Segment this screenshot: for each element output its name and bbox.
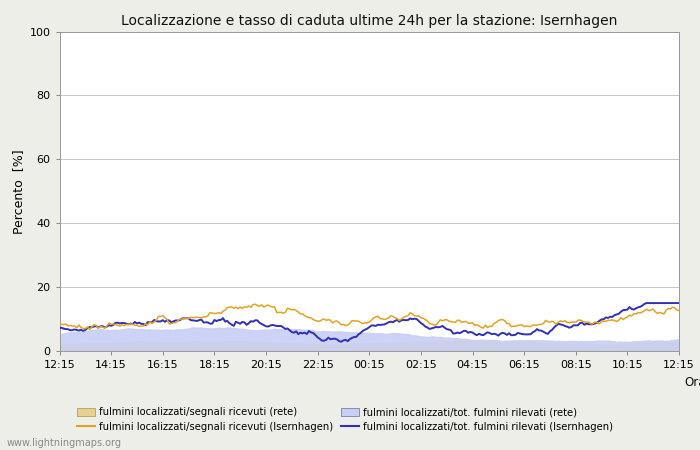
- Text: www.lightningmaps.org: www.lightningmaps.org: [7, 438, 122, 448]
- Title: Localizzazione e tasso di caduta ultime 24h per la stazione: Isernhagen: Localizzazione e tasso di caduta ultime …: [121, 14, 617, 27]
- Text: Orario: Orario: [685, 376, 700, 389]
- Legend: fulmini localizzati/segnali ricevuti (rete), fulmini localizzati/segnali ricevut: fulmini localizzati/segnali ricevuti (re…: [77, 407, 613, 432]
- Y-axis label: Percento  [%]: Percento [%]: [13, 149, 25, 234]
